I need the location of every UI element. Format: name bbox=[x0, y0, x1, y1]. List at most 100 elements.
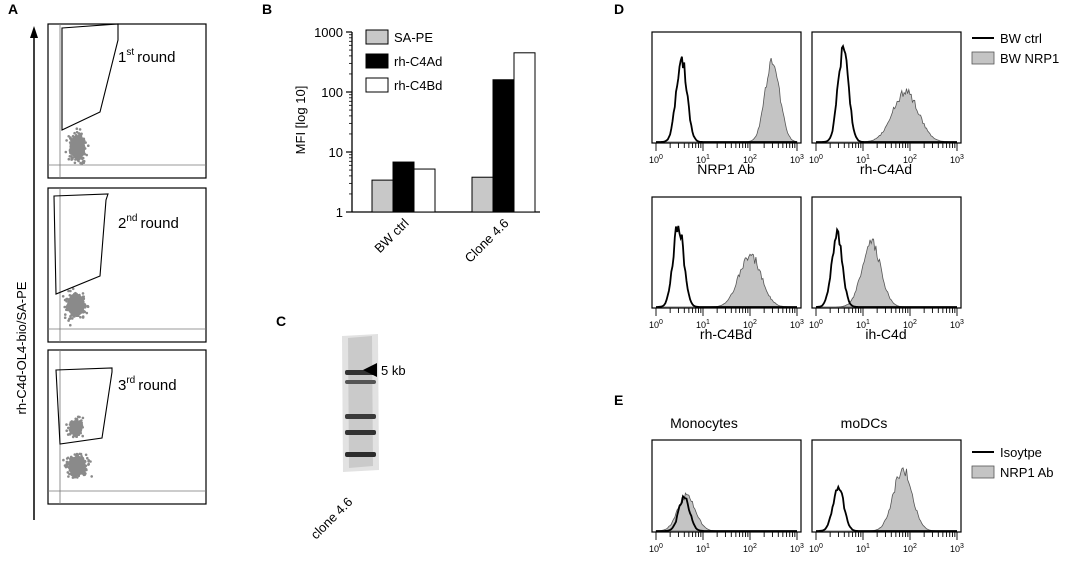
event-dot bbox=[66, 471, 70, 474]
cell-population bbox=[65, 415, 85, 439]
x-tick-label: 101 bbox=[856, 319, 870, 330]
histogram-legend: BW ctrl BW NRP1 bbox=[971, 31, 1059, 66]
bar-rh-c4bd-1 bbox=[413, 168, 436, 213]
bar-rh-c4ad-1 bbox=[392, 161, 415, 213]
marker-arrow-icon bbox=[363, 363, 377, 377]
x-tick-label: 103 bbox=[950, 154, 964, 165]
lane-label: clone 4.6 bbox=[308, 494, 356, 542]
legend-swatch bbox=[365, 77, 389, 93]
histogram-frame bbox=[651, 196, 802, 309]
y-tick-label: 1000 bbox=[314, 25, 343, 40]
x-tick-label: 101 bbox=[696, 543, 710, 554]
event-dot bbox=[74, 475, 78, 478]
x-tick-label: 103 bbox=[790, 319, 804, 330]
dot-plot-round-3 bbox=[47, 349, 207, 505]
event-dot bbox=[87, 460, 90, 463]
histogram-modcs: 100 101 102 103 bbox=[809, 439, 964, 554]
x-tick-label: 100 bbox=[809, 543, 823, 554]
panel-c: 5 kb clone 4.6 bbox=[308, 334, 406, 542]
event-dot bbox=[81, 160, 85, 163]
event-dot bbox=[81, 315, 85, 318]
event-dot bbox=[67, 289, 70, 293]
histogram-rh-c4bd: 100 101 102 103 bbox=[649, 196, 804, 330]
round-label-3: 3rd round bbox=[118, 375, 177, 394]
gel-band bbox=[345, 414, 376, 419]
panel-e: Monocytes 100 101 102 103 moDCs 100 101 102 103 Is… bbox=[649, 415, 1053, 554]
histogram-frame bbox=[811, 196, 962, 309]
control-histogram-line bbox=[815, 227, 957, 308]
event-dot bbox=[66, 433, 70, 436]
event-dot bbox=[75, 417, 79, 421]
event-dot bbox=[63, 464, 67, 467]
x-tick-label: 102 bbox=[743, 319, 757, 330]
event-dot bbox=[74, 158, 77, 161]
y-tick-label: 10 bbox=[329, 145, 343, 160]
cell-population bbox=[62, 452, 93, 479]
event-dot bbox=[75, 127, 79, 130]
event-dot bbox=[67, 426, 70, 430]
histogram-nrp1-ab: 100 101 102 103 bbox=[649, 31, 804, 165]
round-label-2: 2nd round bbox=[118, 213, 179, 232]
histogram-title: rh-C4Ad bbox=[860, 161, 912, 177]
gel-lane bbox=[342, 334, 379, 472]
gel-band bbox=[345, 452, 376, 457]
event-dot bbox=[67, 475, 70, 478]
legend-area-swatch bbox=[971, 465, 995, 479]
event-dot bbox=[71, 476, 75, 479]
population-core bbox=[68, 456, 86, 476]
event-dot bbox=[87, 463, 90, 466]
panel-label-a: A bbox=[8, 1, 18, 17]
event-dot bbox=[82, 295, 85, 299]
event-dot bbox=[79, 315, 82, 319]
event-dot bbox=[73, 453, 77, 456]
event-dot bbox=[65, 465, 69, 468]
panel-a: rh-C4d-OL4-bio/SA-PE 1st round 2nd round 3… bbox=[14, 23, 207, 520]
population-core bbox=[67, 293, 85, 317]
event-dot bbox=[73, 131, 76, 135]
histogram-frame bbox=[811, 439, 962, 533]
histogram-title: ih-C4d bbox=[865, 326, 906, 342]
x-tick-label: 100 bbox=[649, 543, 663, 554]
population-core bbox=[69, 420, 83, 436]
event-dot bbox=[63, 305, 66, 309]
round-label-1: 1st round bbox=[118, 47, 176, 66]
x-tick-label: 101 bbox=[696, 319, 710, 330]
event-dot bbox=[86, 305, 90, 309]
event-dot bbox=[78, 128, 82, 131]
x-tick-label: 101 bbox=[696, 154, 710, 165]
gate-polygon bbox=[55, 367, 113, 445]
event-dot bbox=[90, 475, 93, 478]
histogram-title: Monocytes bbox=[670, 415, 738, 431]
marker-label: 5 kb bbox=[381, 363, 406, 378]
histogram-title: NRP1 Ab bbox=[697, 161, 755, 177]
event-dot bbox=[80, 132, 83, 136]
histogram-monocytes: 100 101 102 103 bbox=[649, 439, 804, 554]
gel-band bbox=[345, 380, 376, 384]
event-dot bbox=[87, 144, 90, 147]
panel-label-e: E bbox=[614, 392, 623, 408]
control-histogram-line bbox=[816, 484, 957, 532]
event-dot bbox=[62, 458, 65, 462]
x-tick-label: 103 bbox=[950, 543, 964, 554]
event-dot bbox=[85, 153, 88, 157]
event-dot bbox=[61, 295, 65, 298]
histogram-legend: Isoytpe NRP1 Ab bbox=[971, 445, 1053, 480]
event-dot bbox=[89, 460, 92, 463]
event-dot bbox=[65, 139, 68, 142]
arrowhead-icon bbox=[30, 26, 38, 38]
panel-label-d: D bbox=[614, 1, 624, 17]
event-dot bbox=[65, 423, 68, 426]
bar-rh-c4bd-2 bbox=[513, 52, 536, 213]
x-tick-label: 102 bbox=[743, 154, 757, 165]
population-core bbox=[70, 136, 86, 160]
legend-label: rh-C4Bd bbox=[394, 78, 442, 93]
panel-b: MFI [log 10] 1 10 100 1000 BW ctrl Clone 4.6 S… bbox=[293, 25, 540, 265]
control-histogram-line bbox=[656, 494, 797, 532]
event-dot bbox=[69, 137, 72, 140]
control-histogram-line bbox=[656, 225, 797, 308]
event-dot bbox=[68, 317, 71, 321]
event-dot bbox=[71, 156, 74, 159]
gel-smear bbox=[348, 336, 373, 468]
event-dot bbox=[65, 457, 69, 460]
event-dot bbox=[81, 292, 85, 295]
